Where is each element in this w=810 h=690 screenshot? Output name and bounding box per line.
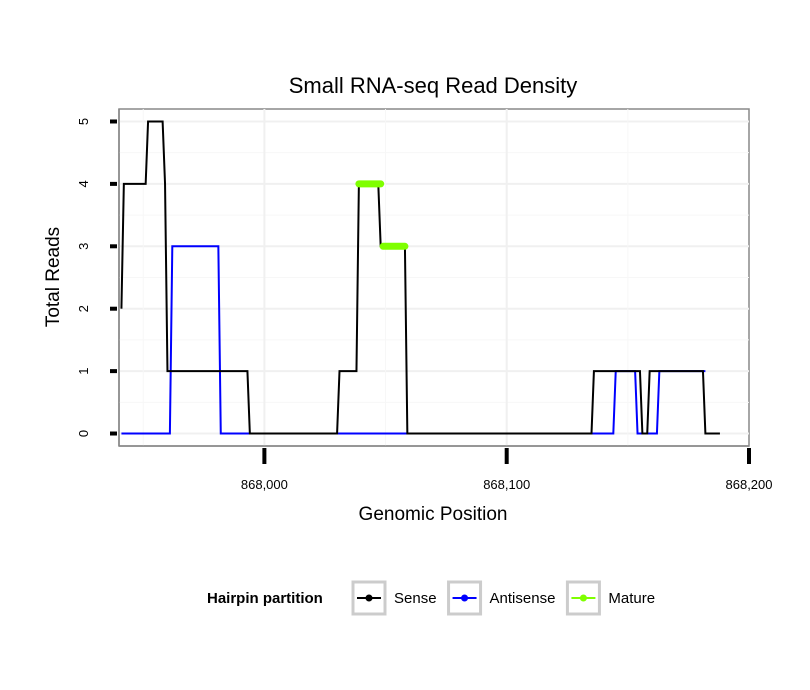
legend-key-point-mature [579, 594, 587, 602]
series-layer [120, 120, 720, 435]
x-tick-label: 868,100 [483, 477, 530, 492]
series-line-antisense [121, 245, 706, 435]
y-tick-label: 3 [76, 243, 91, 250]
chart-title: Small RNA-seq Read Density [289, 73, 578, 98]
x-tick-label: 868,200 [726, 477, 773, 492]
legend-title: Hairpin partition [207, 590, 323, 607]
legend: Hairpin partition Sense Antisense Mature [207, 580, 655, 616]
legend-label-mature: Mature [608, 590, 655, 607]
y-axis-label: Total Reads [43, 227, 64, 327]
y-tick-label: 0 [76, 430, 91, 437]
axes: 0 1 2 3 4 5 868,000 868,100 868,200 [76, 109, 773, 492]
legend-label-sense: Sense [394, 590, 437, 607]
y-tick-label: 2 [76, 305, 91, 312]
x-axis-label: Genomic Position [359, 504, 508, 525]
x-tick-label: 868,000 [241, 477, 288, 492]
legend-key-point-sense [365, 594, 373, 602]
y-tick-label: 5 [76, 118, 91, 125]
y-tick-label: 4 [76, 180, 91, 187]
y-tick-label: 1 [76, 367, 91, 374]
legend-label-antisense: Antisense [490, 590, 556, 607]
legend-key-point-antisense [461, 594, 469, 602]
